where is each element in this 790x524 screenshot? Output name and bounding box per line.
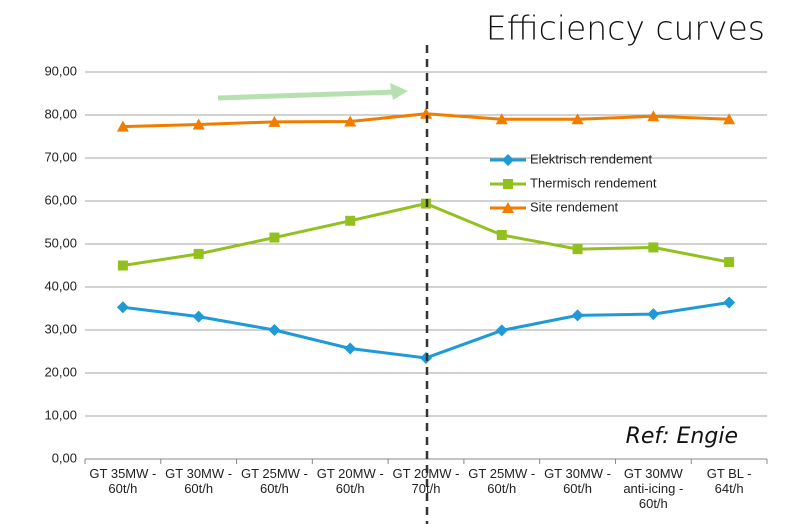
marker xyxy=(269,232,280,243)
x-tick-label: GT 30MW - 60t/h xyxy=(544,466,611,496)
marker xyxy=(647,110,660,122)
marker xyxy=(117,260,128,271)
marker xyxy=(724,257,735,268)
marker xyxy=(495,324,508,337)
marker xyxy=(647,308,660,321)
marker xyxy=(571,113,584,125)
legend-label: Elektrisch rendement xyxy=(530,151,652,166)
marker xyxy=(502,154,514,166)
marker xyxy=(193,248,204,259)
y-tick-label: 60,00 xyxy=(44,192,77,207)
marker xyxy=(723,296,736,309)
marker xyxy=(495,113,508,125)
legend-label: Thermisch rendement xyxy=(530,175,657,190)
marker xyxy=(344,115,357,127)
y-tick-label: 90,00 xyxy=(44,63,77,78)
marker xyxy=(268,324,281,336)
x-tick-label: GT 20MW - 60t/h xyxy=(316,466,384,496)
marker xyxy=(571,309,584,322)
marker xyxy=(116,120,129,132)
marker xyxy=(420,107,432,119)
y-tick-label: 20,00 xyxy=(44,364,77,379)
y-tick-label: 30,00 xyxy=(44,321,77,336)
marker xyxy=(192,310,205,323)
y-tick-label: 40,00 xyxy=(44,278,77,293)
legend-label: Site rendement xyxy=(530,199,619,214)
x-tick-label: GT 25MW - 60t/h xyxy=(468,466,536,496)
marker xyxy=(268,115,281,127)
x-tick-label: GT BL - 64t/h xyxy=(706,466,752,496)
marker xyxy=(572,244,583,255)
x-tick-label: GT 30MW - 60t/h xyxy=(165,466,233,496)
chart-title: Efficiency curves xyxy=(486,9,765,48)
marker xyxy=(344,342,357,355)
marker xyxy=(503,179,513,189)
x-tick-label: GT 35MW - 60t/h xyxy=(89,466,157,496)
marker xyxy=(648,242,659,253)
marker xyxy=(723,113,736,125)
x-tick-label: GT 30MW anti-icing - 60t/h xyxy=(623,466,684,511)
y-tick-label: 10,00 xyxy=(44,407,77,422)
marker xyxy=(496,229,507,240)
y-tick-label: 70,00 xyxy=(44,149,77,164)
x-tick-label: GT 25MW - 60t/h xyxy=(240,466,308,496)
marker xyxy=(345,215,356,226)
y-tick-label: 80,00 xyxy=(44,106,77,121)
annotation: Ref: Engie xyxy=(626,424,738,449)
marker xyxy=(502,202,514,213)
marker xyxy=(116,301,129,314)
marker xyxy=(192,118,205,130)
x-tick-label: GT 20MW - 70t/h xyxy=(392,466,460,496)
arrow-head xyxy=(390,83,408,100)
y-tick-label: 0,00 xyxy=(52,450,77,465)
arrow xyxy=(217,89,396,101)
y-tick-label: 50,00 xyxy=(44,235,77,250)
